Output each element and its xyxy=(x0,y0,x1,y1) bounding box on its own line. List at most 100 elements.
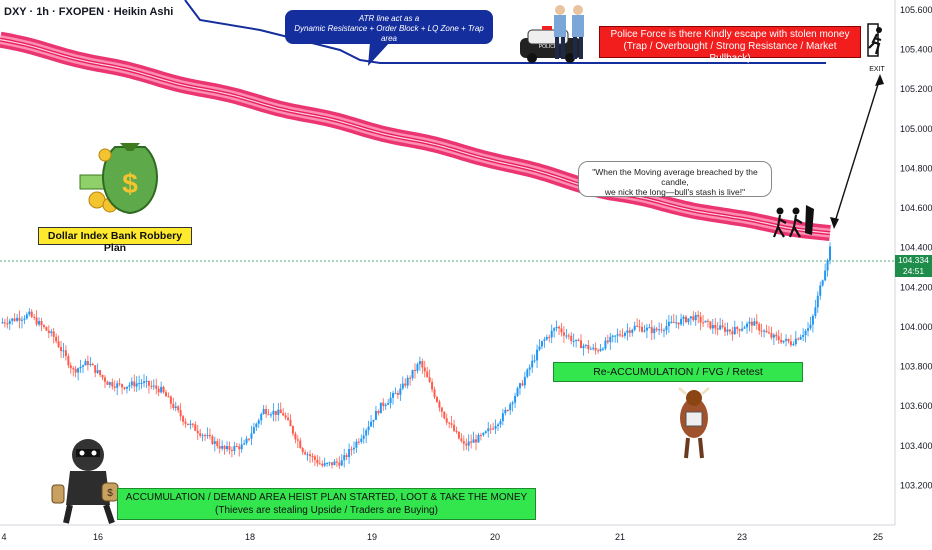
candle-body xyxy=(69,365,72,369)
svg-text:$: $ xyxy=(122,168,138,199)
candle-body xyxy=(829,246,831,261)
candle-body xyxy=(379,402,382,414)
candle-body xyxy=(223,445,226,450)
candle-body xyxy=(84,361,87,366)
candle-body xyxy=(711,325,714,329)
candle-body xyxy=(28,311,31,315)
candle-body xyxy=(577,339,580,341)
candle-body xyxy=(443,411,446,419)
candle-body xyxy=(64,350,67,357)
last-price-value: 104.334 xyxy=(898,255,929,265)
candle-body xyxy=(274,410,277,415)
candle-body xyxy=(653,328,656,334)
candle-body xyxy=(409,377,412,379)
x-tick-label: 16 xyxy=(93,532,103,542)
candle-body xyxy=(479,434,482,436)
candle-body xyxy=(499,421,502,425)
candle-body xyxy=(538,346,541,350)
candle-body xyxy=(518,383,521,389)
candle-body xyxy=(633,325,636,330)
candle-body xyxy=(172,403,175,408)
candle-body xyxy=(106,381,109,385)
candle-body xyxy=(572,340,575,342)
candle-body xyxy=(418,361,421,365)
candle-body xyxy=(514,395,517,403)
candle-body xyxy=(606,340,609,343)
police-warning-box: Police Force is there Kindly escape with… xyxy=(599,26,861,64)
candle-body xyxy=(208,434,211,437)
candle-body xyxy=(426,371,429,378)
candle-body xyxy=(350,449,353,451)
candle-body xyxy=(401,383,404,389)
candle-body xyxy=(758,323,761,331)
candle-body xyxy=(680,318,683,325)
candle-body xyxy=(135,383,138,387)
candle-body xyxy=(767,332,770,334)
candle-body xyxy=(714,325,717,329)
candle-body xyxy=(465,443,468,446)
candle-body xyxy=(760,330,763,332)
candle-body xyxy=(260,414,263,421)
candle-body xyxy=(316,459,319,464)
candle-body xyxy=(277,409,280,415)
candle-body xyxy=(684,316,687,323)
candle-body xyxy=(228,446,231,450)
plan-title: Dollar Index Bank Robbery Plan xyxy=(38,227,192,254)
candle-body xyxy=(123,387,126,389)
candle-body xyxy=(130,381,133,386)
candle-body xyxy=(272,410,275,415)
candle-body xyxy=(616,334,619,336)
candle-body xyxy=(35,317,38,325)
candle-body xyxy=(186,423,189,425)
candle-body xyxy=(660,329,663,331)
y-tick-label: 105.000 xyxy=(900,124,932,134)
candle-body xyxy=(201,435,204,437)
candle-body xyxy=(716,328,719,330)
candle-body xyxy=(211,436,214,444)
candle-body xyxy=(367,426,370,431)
candle-body xyxy=(252,427,255,434)
candle-body xyxy=(257,420,260,424)
candle-body xyxy=(558,326,561,329)
candle-body xyxy=(57,341,60,348)
candle-body xyxy=(526,369,529,377)
candle-body xyxy=(819,285,822,296)
candle-body xyxy=(313,456,316,460)
y-tick-label: 105.200 xyxy=(900,84,932,94)
candle-body xyxy=(179,410,182,417)
candle-body xyxy=(291,426,294,434)
candle-body xyxy=(296,439,299,441)
money-bag-icon: $ xyxy=(79,143,158,215)
x-tick-label: 18 xyxy=(245,532,255,542)
candle-body xyxy=(360,438,363,442)
candles xyxy=(1,242,831,469)
candle-body xyxy=(74,368,77,373)
candle-body xyxy=(370,421,373,427)
accumulation-line-2: (Thieves are stealing Upside / Traders a… xyxy=(215,505,438,516)
candle-body xyxy=(797,338,800,340)
y-tick-label: 104.800 xyxy=(900,163,932,173)
candle-body xyxy=(594,347,597,351)
candle-body xyxy=(30,311,33,317)
candle-body xyxy=(318,463,321,465)
candle-body xyxy=(816,295,819,308)
exit-arrow-head xyxy=(875,74,884,86)
candle-body xyxy=(799,336,802,340)
accumulation-line-1: ACCUMULATION / DEMAND AREA HEIST PLAN ST… xyxy=(125,492,528,503)
candle-body xyxy=(67,356,70,366)
candle-body xyxy=(6,323,9,325)
candle-body xyxy=(677,322,680,325)
candle-body xyxy=(89,363,92,365)
x-axis-ticks: 4 16 18 19 20 21 23 25 xyxy=(1,532,883,542)
candle-body xyxy=(116,383,119,388)
candle-body xyxy=(821,280,824,286)
candle-body xyxy=(650,327,653,334)
candle-body xyxy=(3,322,6,324)
candle-body xyxy=(545,336,548,340)
atr-callout: ATR line act as a Dynamic Resistance + O… xyxy=(285,10,493,44)
candle-body xyxy=(438,401,441,408)
candle-body xyxy=(619,334,622,336)
candle-body xyxy=(719,325,722,330)
candle-body xyxy=(204,435,207,437)
